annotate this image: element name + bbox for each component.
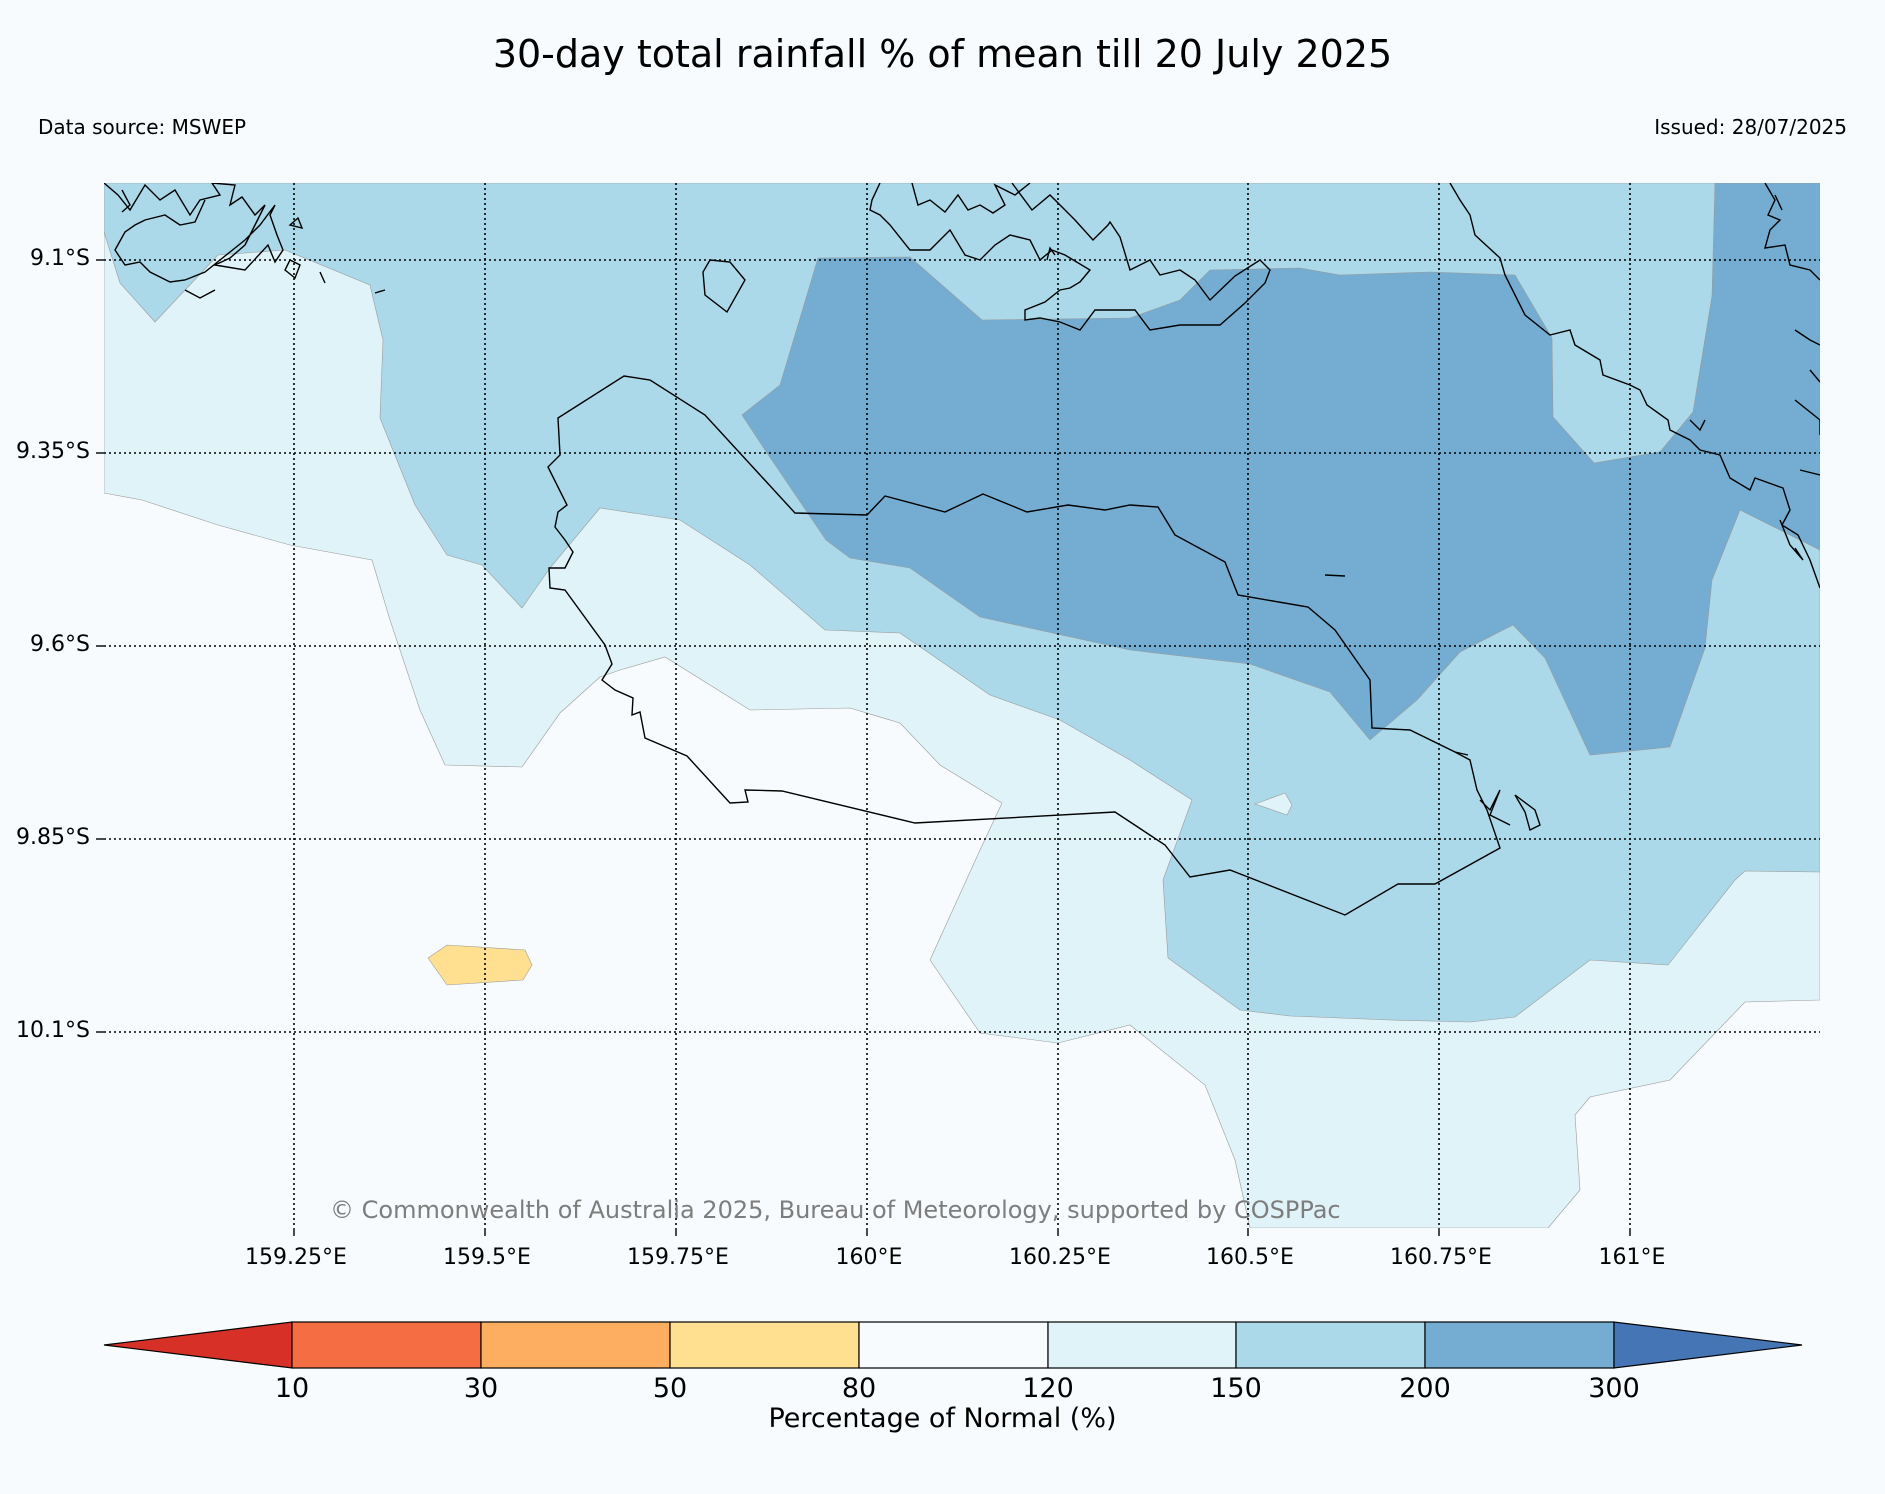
coastline-malaita-east [1764,183,1820,476]
colorbar-extend-high [1613,1321,1803,1369]
data-source-label: Data source: MSWEP [38,115,247,139]
coastline-malaita-fragment-3 [1779,519,1804,561]
coastline-se-islets-3 [1454,751,1469,756]
lat-label: 10.1°S [16,1018,90,1043]
colorbar-segment [1235,1321,1426,1369]
lat-label: 9.1°S [30,246,90,271]
axis-ticks [96,259,1631,1236]
coastline-florida-islands [869,183,1271,331]
coastline-se-islets-1 [1479,789,1511,826]
coastline-nw-fragment-2 [184,289,216,299]
coastline-reef-fragment [1324,574,1346,577]
band-200-300 [741,183,1820,756]
colorbar-extend-low [103,1321,293,1369]
coastline-florida-fragment [1046,246,1056,261]
coastline-northwest-islands [104,183,284,283]
lon-label: 160.5°E [1206,1245,1294,1270]
colorbar-tick-label: 300 [1588,1373,1640,1404]
coastline-nw-fragment-4 [319,271,326,284]
lat-label: 9.6°S [30,632,90,657]
colorbar-tick-label: 80 [841,1373,877,1404]
colorbar-tick-label: 150 [1210,1373,1262,1404]
lon-label: 160.25°E [1009,1245,1111,1270]
colorbar-tick-label: 30 [463,1373,499,1404]
coastline-nw-fragment-1 [121,189,131,213]
lon-label: 159.75°E [627,1245,729,1270]
coastline-guadalcanal [547,375,1501,916]
coastline-nw-fragment-5 [374,289,386,294]
coastline-nw-fragment-6 [288,216,304,230]
lon-label: 159.25°E [245,1245,347,1270]
copyright-notice: © Commonwealth of Australia 2025, Bureau… [330,1196,1341,1224]
map-title: 30-day total rainfall % of mean till 20 … [492,32,1393,76]
coastline-malaita-fragment-2 [1689,419,1706,432]
colorbar-segment [858,1321,1049,1369]
colorbar-segment [1424,1321,1615,1369]
coastline-malaita-fragment-1 [1774,194,1783,211]
colorbar-tick-label: 200 [1399,1373,1451,1404]
band-50-80-patch [427,944,533,986]
colorbar-segment [1047,1321,1237,1369]
colorbar-tick-label: 50 [652,1373,688,1404]
colorbar-tick-label: 120 [1022,1373,1074,1404]
coastline-malaita [1449,183,1820,589]
coastline-small-island [702,259,746,314]
lon-label: 161°E [1598,1245,1666,1270]
lon-label: 160°E [835,1245,903,1270]
colorbar-segment [669,1321,860,1369]
colorbar-segment [480,1321,671,1369]
coastlines [104,183,1820,916]
colorbar-tick-label: 10 [274,1373,310,1404]
lat-label: 9.35°S [16,439,90,464]
issued-date-label: Issued: 28/07/2025 [1654,115,1847,139]
graticule [104,183,1820,1228]
colorbar-title: Percentage of Normal (%) [768,1403,1117,1434]
coastline-nw-fragment-3 [284,259,301,280]
band-120-150-patch [1254,792,1293,816]
colorbar-segment [291,1321,482,1369]
lon-label: 160.75°E [1390,1245,1492,1270]
lat-label: 9.85°S [16,825,90,850]
lon-label: 159.5°E [443,1245,531,1270]
coastline-se-islets-2 [1514,794,1541,832]
